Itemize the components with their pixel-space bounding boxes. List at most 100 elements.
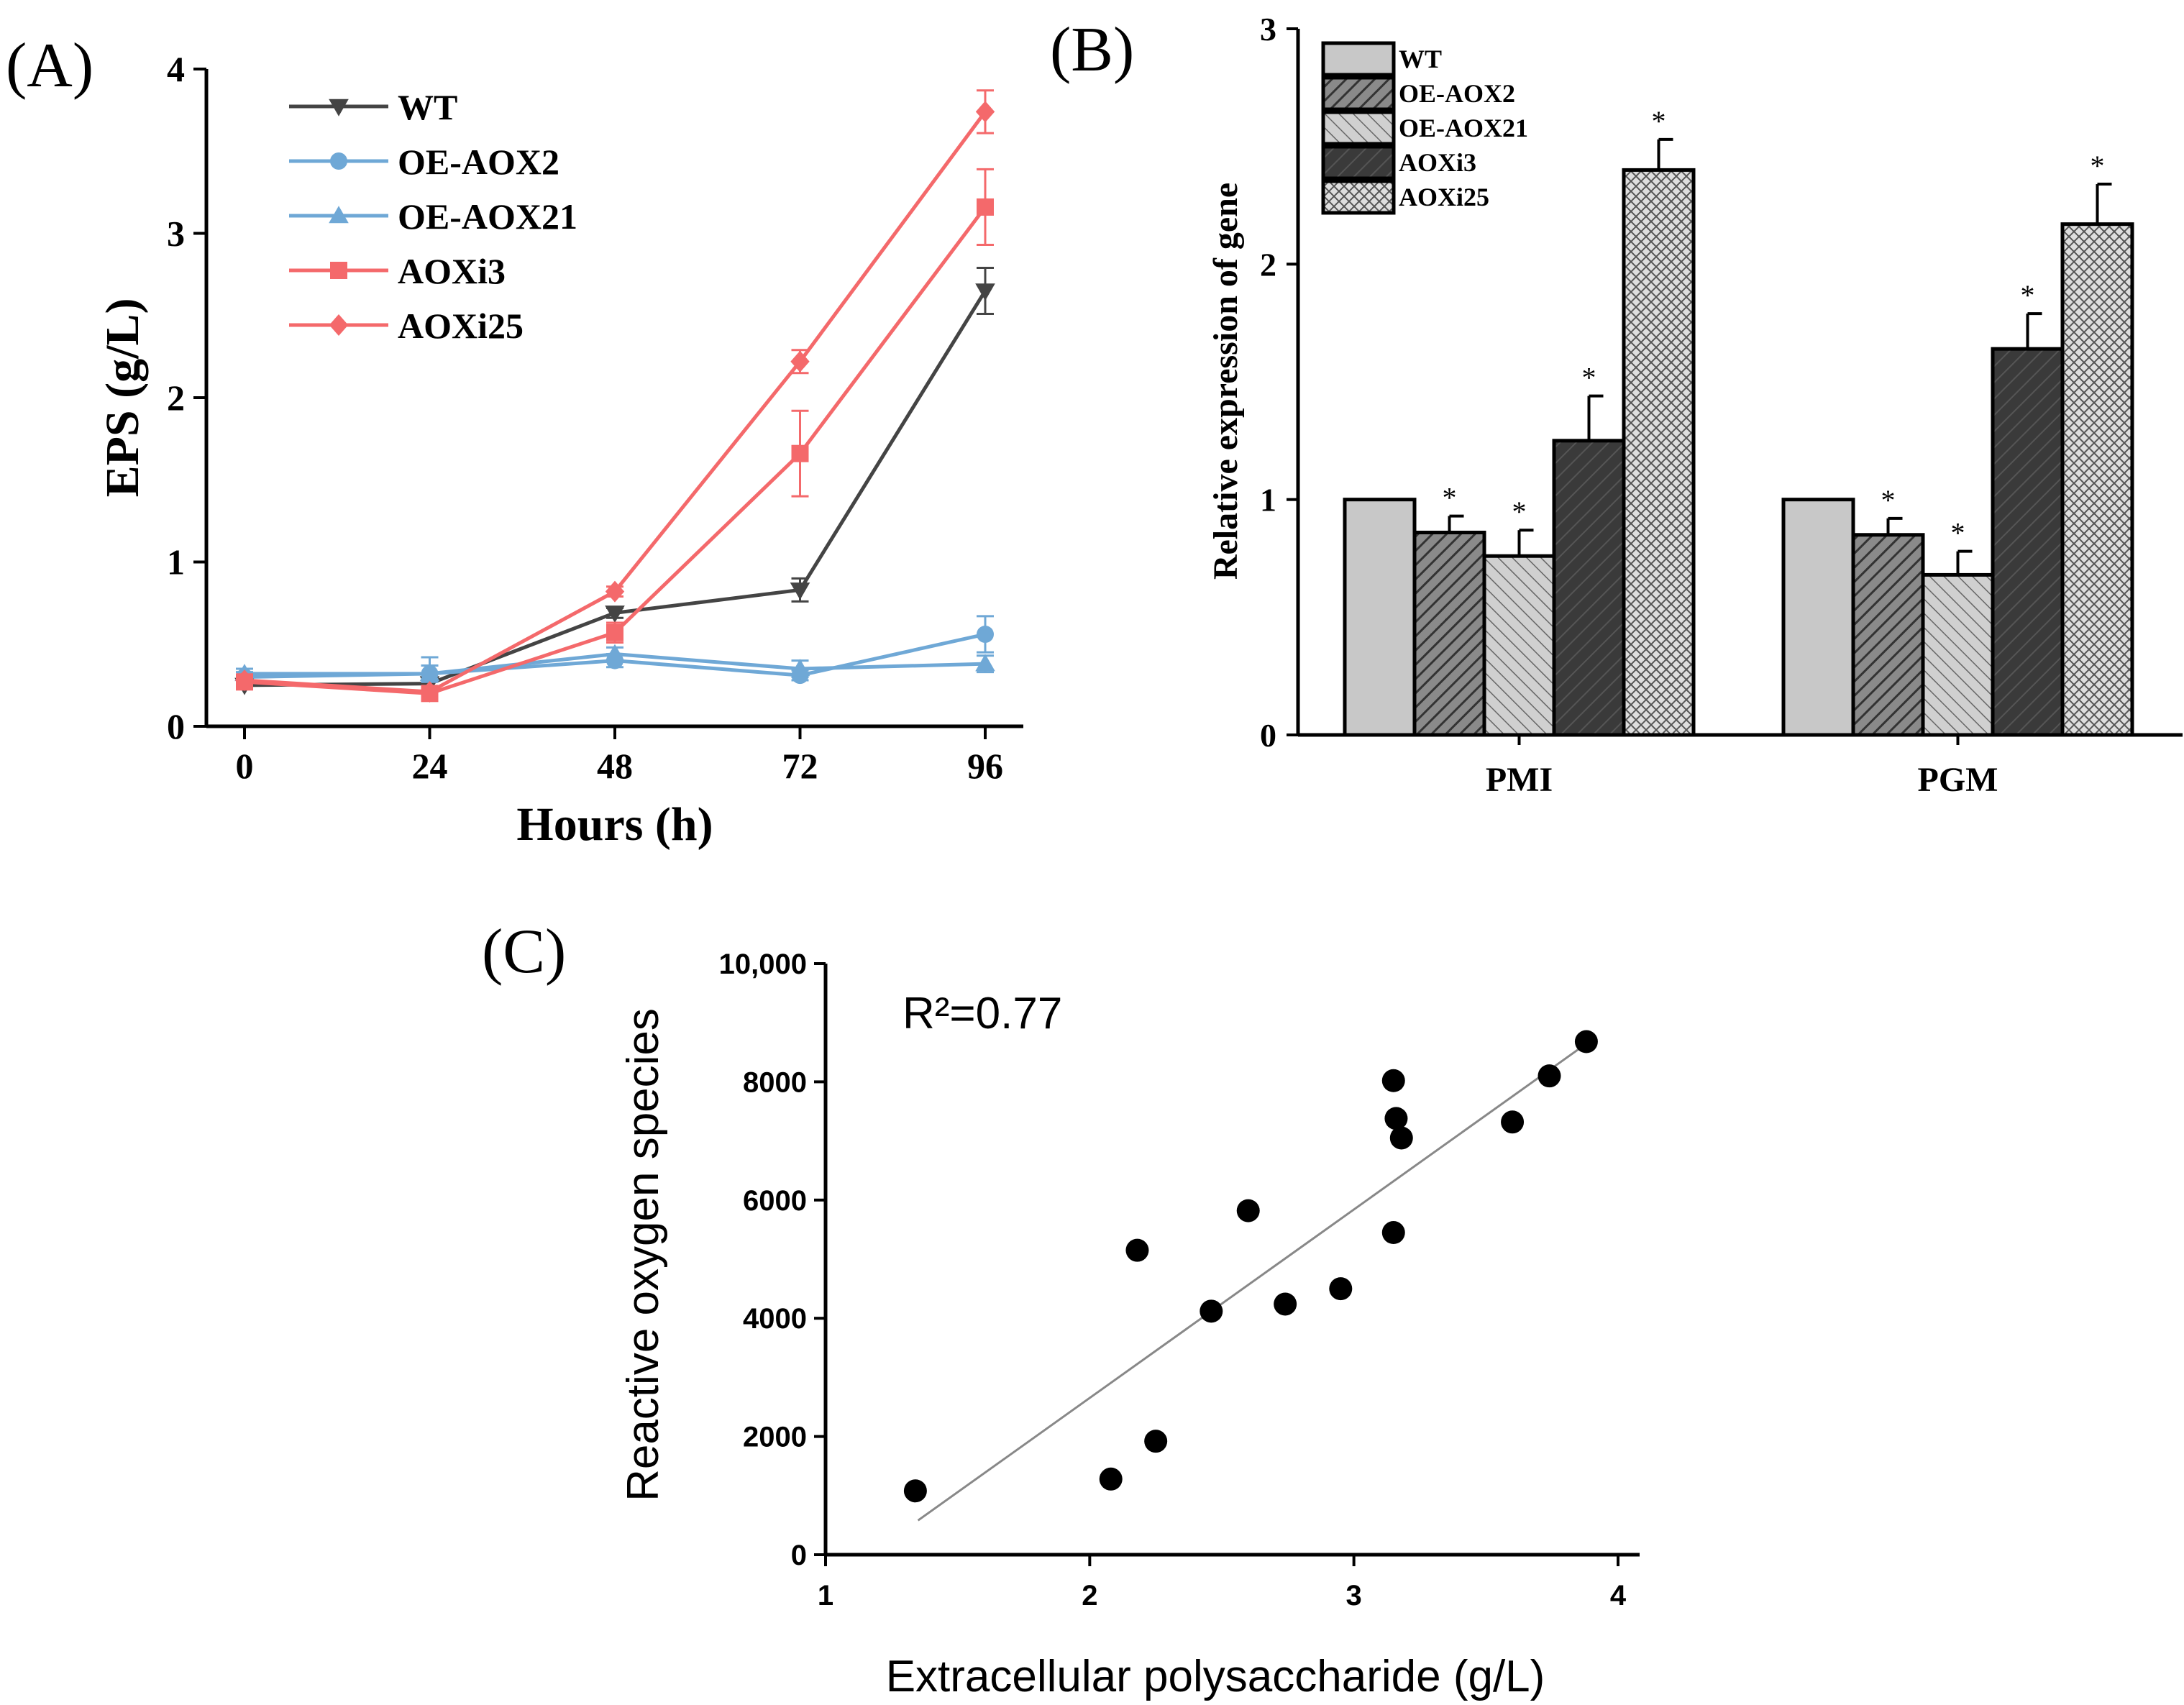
- legend-swatch: [1321, 145, 1396, 180]
- bar-group-pmi: * * * * PMI: [1343, 105, 1696, 799]
- x-tick-label: 2: [1082, 1580, 1097, 1612]
- legend-label: OE-AOX2: [1399, 79, 1515, 108]
- scatter-point: [1329, 1277, 1353, 1301]
- panel-b-y-label: Relative expression of gene: [1207, 183, 1245, 580]
- data-point: [975, 654, 995, 672]
- scatter-point: [1125, 1238, 1149, 1262]
- data-point: [606, 623, 623, 641]
- regression-line: [917, 1048, 1579, 1522]
- x-tick-label: 0: [236, 746, 254, 786]
- scatter-point: [1144, 1430, 1168, 1453]
- bar-oe-aox2: [1412, 530, 1486, 737]
- scatter-point: [903, 1479, 927, 1503]
- data-point: [234, 669, 255, 692]
- data-point: [977, 198, 994, 216]
- x-tick-label: 1: [818, 1580, 833, 1612]
- panel-b-letter: (B): [1050, 15, 1134, 85]
- scatter-point: [1389, 1126, 1413, 1150]
- x-tick-label: 72: [782, 746, 818, 786]
- legend-label: WT: [1399, 45, 1442, 73]
- y-tick-label: 1: [167, 542, 185, 582]
- significance-marker: *: [1512, 495, 1527, 528]
- scatter-point: [1381, 1221, 1405, 1245]
- panel-c-y-label: Reactive oxygen species: [618, 1008, 668, 1501]
- legend-entry-wt: WT: [1321, 41, 1442, 77]
- y-tick-label: 3: [167, 214, 185, 254]
- bar-aoxi25: [2060, 222, 2134, 737]
- x-tick-label: 48: [597, 746, 633, 786]
- series-aoxi25: [234, 89, 995, 703]
- y-tick-label: 2000: [743, 1422, 807, 1453]
- panel-a-y-label: EPS (g/L): [96, 298, 149, 498]
- y-tick-label: 3: [1260, 11, 1276, 47]
- bar-group-pgm: * * * * PGM: [1781, 150, 2134, 799]
- series-oe-aox21: [234, 644, 995, 683]
- bar-oe-aox2: [1851, 533, 1925, 737]
- x-tick-label: 96: [967, 746, 1003, 786]
- scatter-point: [1381, 1069, 1405, 1092]
- data-point: [791, 444, 809, 462]
- significance-marker: *: [1652, 105, 1666, 137]
- y-tick-label: 10,000: [719, 949, 807, 980]
- data-point: [605, 580, 625, 603]
- y-tick-label: 0: [791, 1540, 807, 1571]
- panel-c-letter: (C): [482, 917, 566, 987]
- significance-marker: *: [1951, 517, 1965, 549]
- bar-wt: [1781, 498, 1855, 737]
- data-point: [329, 99, 349, 116]
- data-point: [790, 350, 810, 372]
- scatter-point: [1384, 1107, 1408, 1130]
- data-point: [605, 605, 625, 623]
- data-point: [330, 262, 347, 279]
- data-point: [790, 582, 810, 600]
- bar-oe-aox21: [1921, 572, 1995, 737]
- data-point: [330, 152, 347, 170]
- data-point: [975, 283, 995, 301]
- legend-label: AOXi3: [398, 251, 506, 291]
- legend-label: AOXi25: [1399, 183, 1489, 211]
- panel-b: (B) 0 1 2 3 * * * * PMI * * * * PGM WT OE-AOX2 OE-AOX2…: [1050, 11, 2183, 799]
- significance-marker: *: [1443, 482, 1457, 514]
- data-point: [420, 681, 439, 703]
- y-tick-label: 4000: [743, 1303, 807, 1335]
- y-tick-label: 0: [1260, 717, 1276, 754]
- legend-entry-oe-aox2: OE-AOX2: [1321, 76, 1515, 111]
- data-point: [329, 206, 349, 224]
- bar-aoxi25: [1622, 168, 1696, 737]
- category-label: PMI: [1486, 761, 1553, 799]
- scatter-point: [1200, 1299, 1223, 1323]
- y-tick-label: 2: [1260, 246, 1276, 283]
- y-tick-label: 2: [167, 378, 185, 418]
- legend-entry-oe-aox21: OE-AOX21: [1321, 110, 1528, 146]
- panel-a: (A) 0 1 2 3 4 0 24 48 72 96 WT OE-AOX2 OE-AOX21 AOXi…: [6, 31, 1023, 851]
- y-tick-label: 8000: [743, 1066, 807, 1098]
- data-point: [329, 314, 349, 336]
- panel-a-letter: (A): [6, 31, 93, 101]
- series-aoxi3: [236, 168, 994, 703]
- series-line: [244, 110, 987, 694]
- bar-oe-aox21: [1482, 554, 1556, 737]
- bar-wt: [1343, 498, 1417, 737]
- x-tick-label: 3: [1346, 1580, 1362, 1612]
- legend-entry-oe-aox2: OE-AOX2: [289, 142, 559, 182]
- y-tick-label: 6000: [743, 1185, 807, 1217]
- legend-swatch: [1321, 179, 1396, 215]
- y-tick-label: 1: [1260, 482, 1276, 518]
- legend-label: AOXi3: [1399, 148, 1476, 177]
- legend-entry-aoxi3: AOXi3: [1321, 145, 1476, 180]
- category-label: PGM: [1918, 761, 1998, 799]
- y-tick-label: 4: [167, 49, 185, 89]
- x-tick-label: 4: [1610, 1580, 1627, 1612]
- bar-aoxi3: [1552, 439, 1626, 737]
- legend-entry-wt: WT: [289, 87, 457, 127]
- scatter-point: [1574, 1030, 1598, 1053]
- legend-label: WT: [398, 87, 457, 127]
- significance-marker: *: [2091, 150, 2105, 182]
- panel-a-x-label: Hours (h): [516, 798, 713, 851]
- legend-swatch: [1321, 110, 1396, 146]
- data-point: [977, 626, 994, 644]
- panel-c-r2-annotation: R²=0.77: [903, 989, 1062, 1038]
- significance-marker: *: [1582, 362, 1596, 394]
